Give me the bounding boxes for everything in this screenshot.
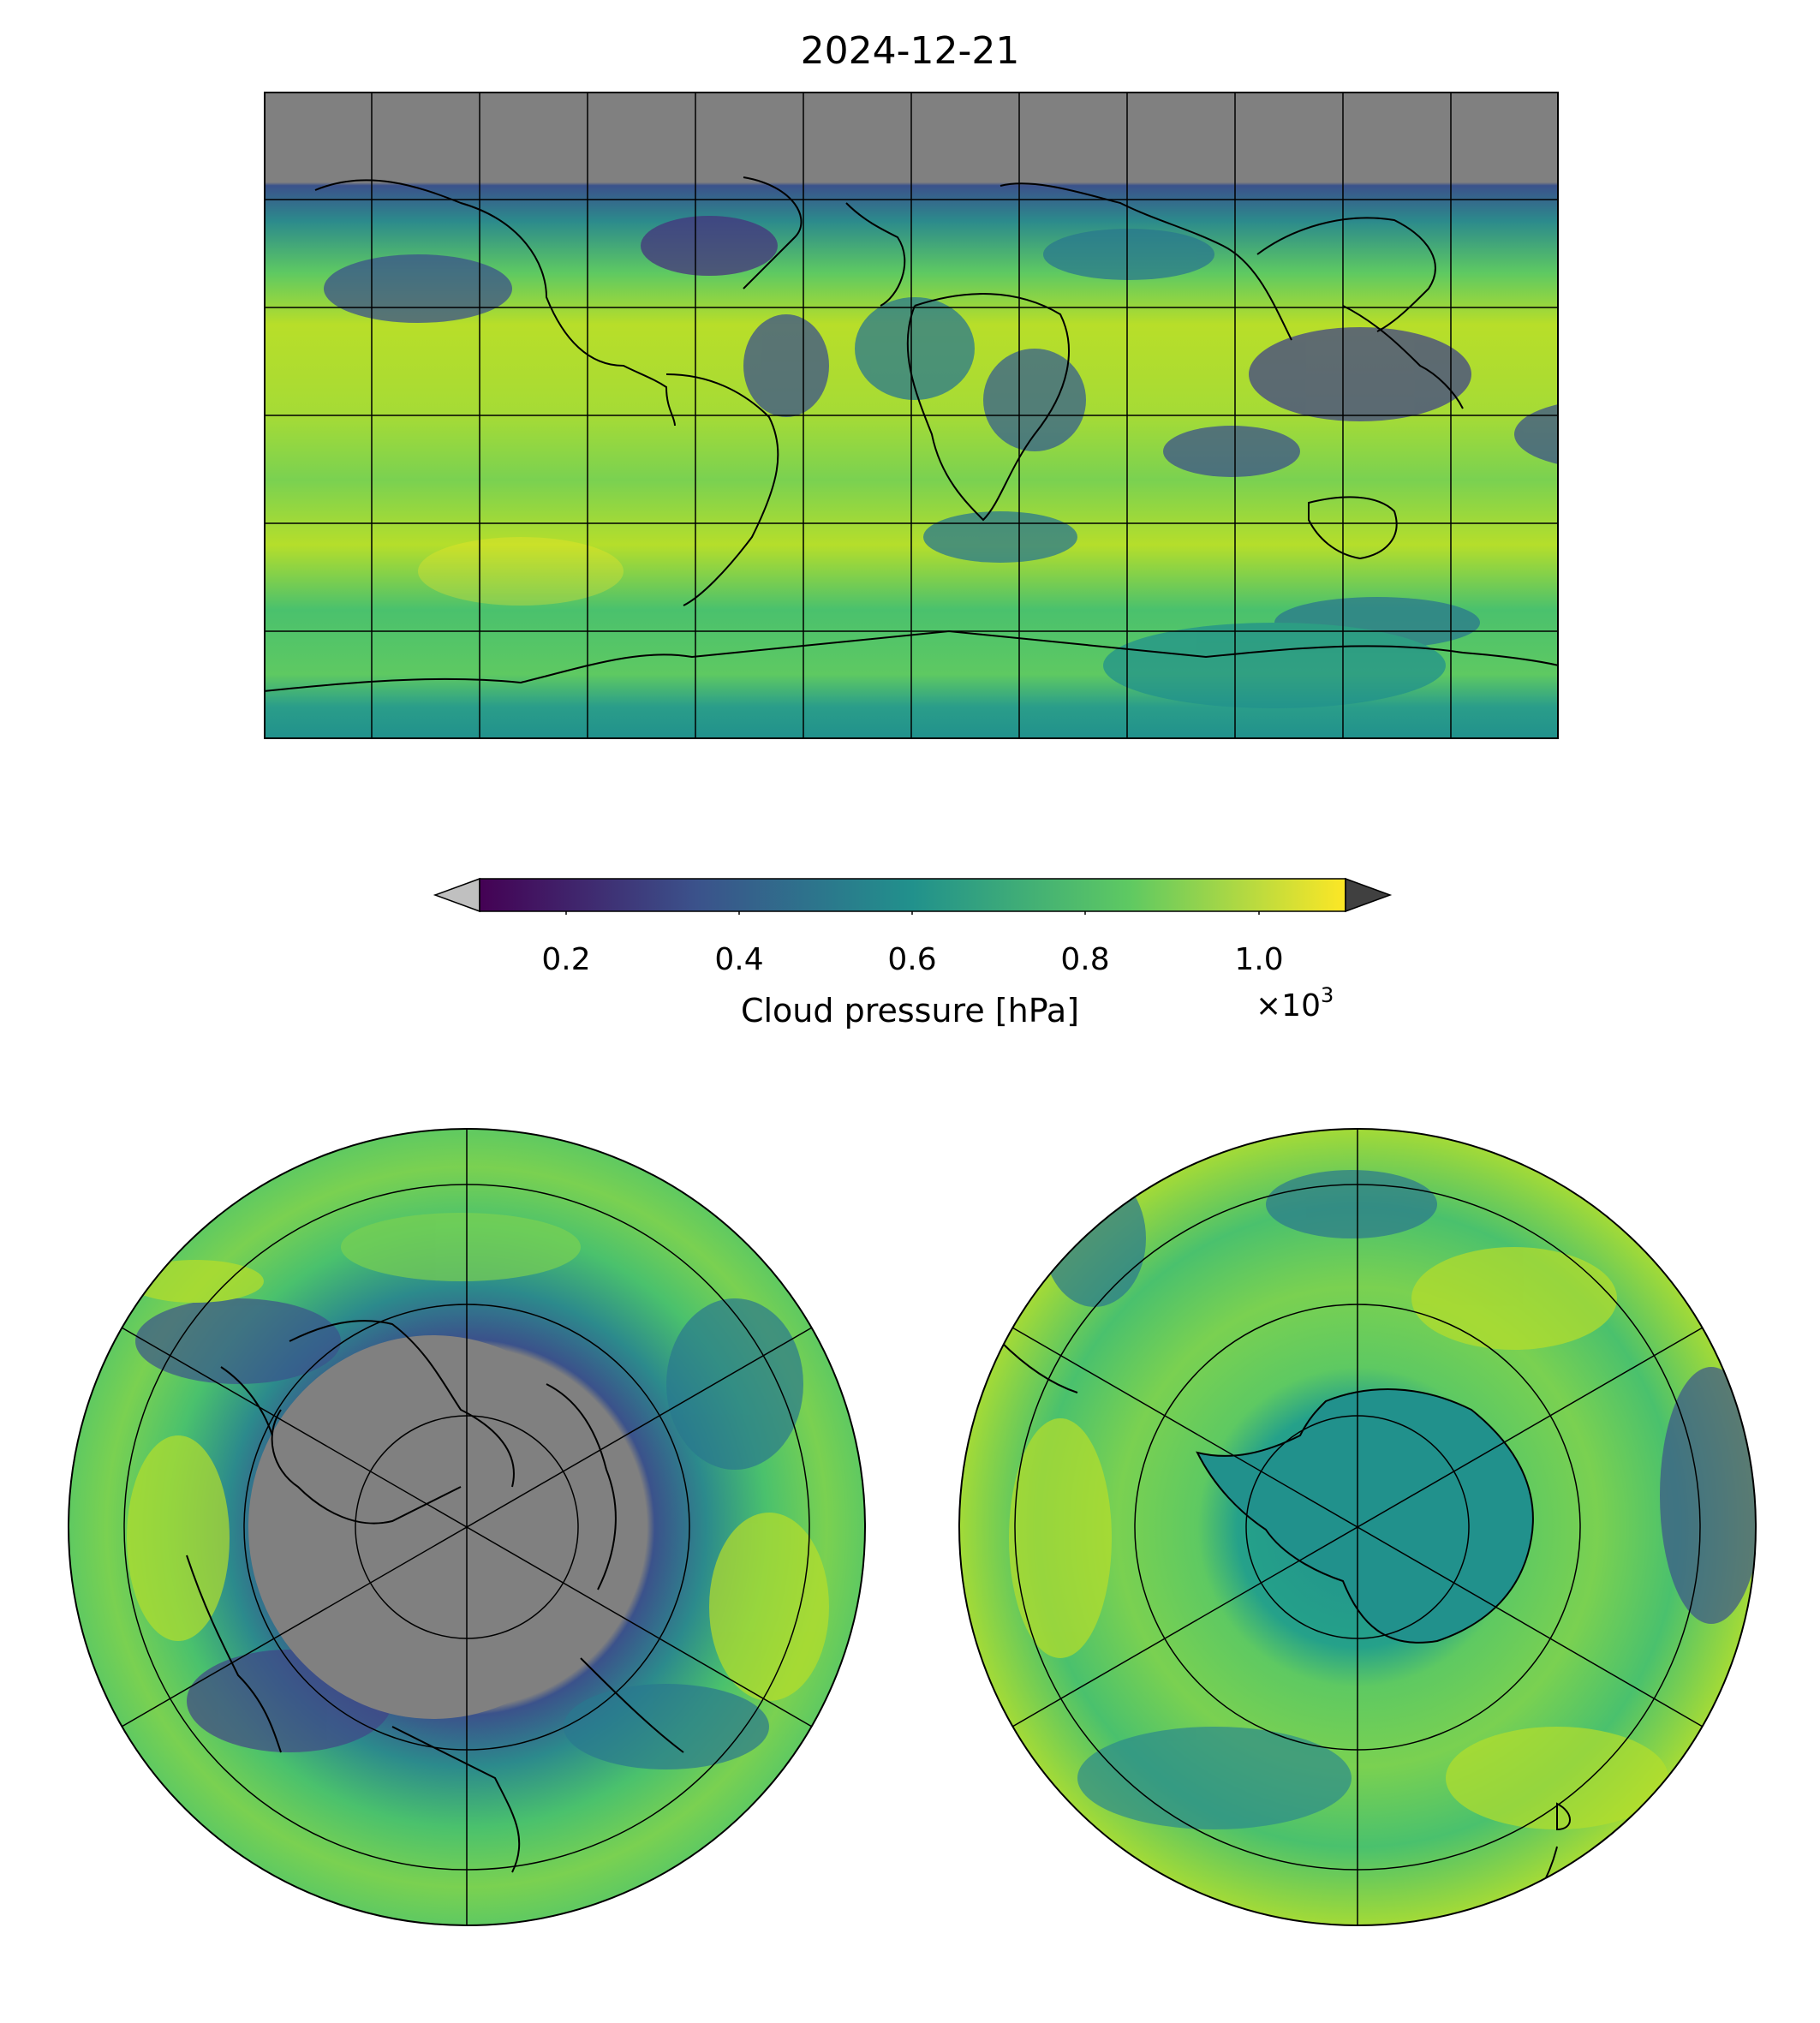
colorbar-multiplier: ×103 xyxy=(1256,983,1334,1023)
missing-data-region xyxy=(248,1335,618,1719)
global-map xyxy=(264,92,1559,739)
colorbar-tick-label: 0.8 xyxy=(1060,942,1110,977)
colorbar-ticks xyxy=(565,911,1260,915)
colorbar-tick-label: 1.0 xyxy=(1234,942,1284,977)
colorbar-tick-label: 0.2 xyxy=(541,942,591,977)
colorbar xyxy=(433,877,1393,915)
cloud-patches xyxy=(324,216,1559,708)
colorbar-label: Cloud pressure [hPa] xyxy=(740,992,1080,1029)
colorbar-gradient xyxy=(479,878,1346,912)
colorbar-under-extension xyxy=(433,877,480,913)
north-polar-map xyxy=(68,1128,866,1926)
coastlines xyxy=(264,176,1559,692)
polar-gridlines xyxy=(121,1129,813,1925)
coastlines xyxy=(186,1320,684,1873)
colorbar-tick-label: 0.6 xyxy=(887,942,937,977)
south-polar-map xyxy=(958,1128,1757,1926)
figure-title: 2024-12-21 xyxy=(800,29,1020,73)
colorbar-tick-label: 0.4 xyxy=(714,942,764,977)
gridlines xyxy=(264,92,1559,739)
polar-gridlines xyxy=(1011,1129,1704,1925)
antarctica xyxy=(1196,1388,1534,1644)
colorbar-over-extension xyxy=(1345,877,1393,913)
